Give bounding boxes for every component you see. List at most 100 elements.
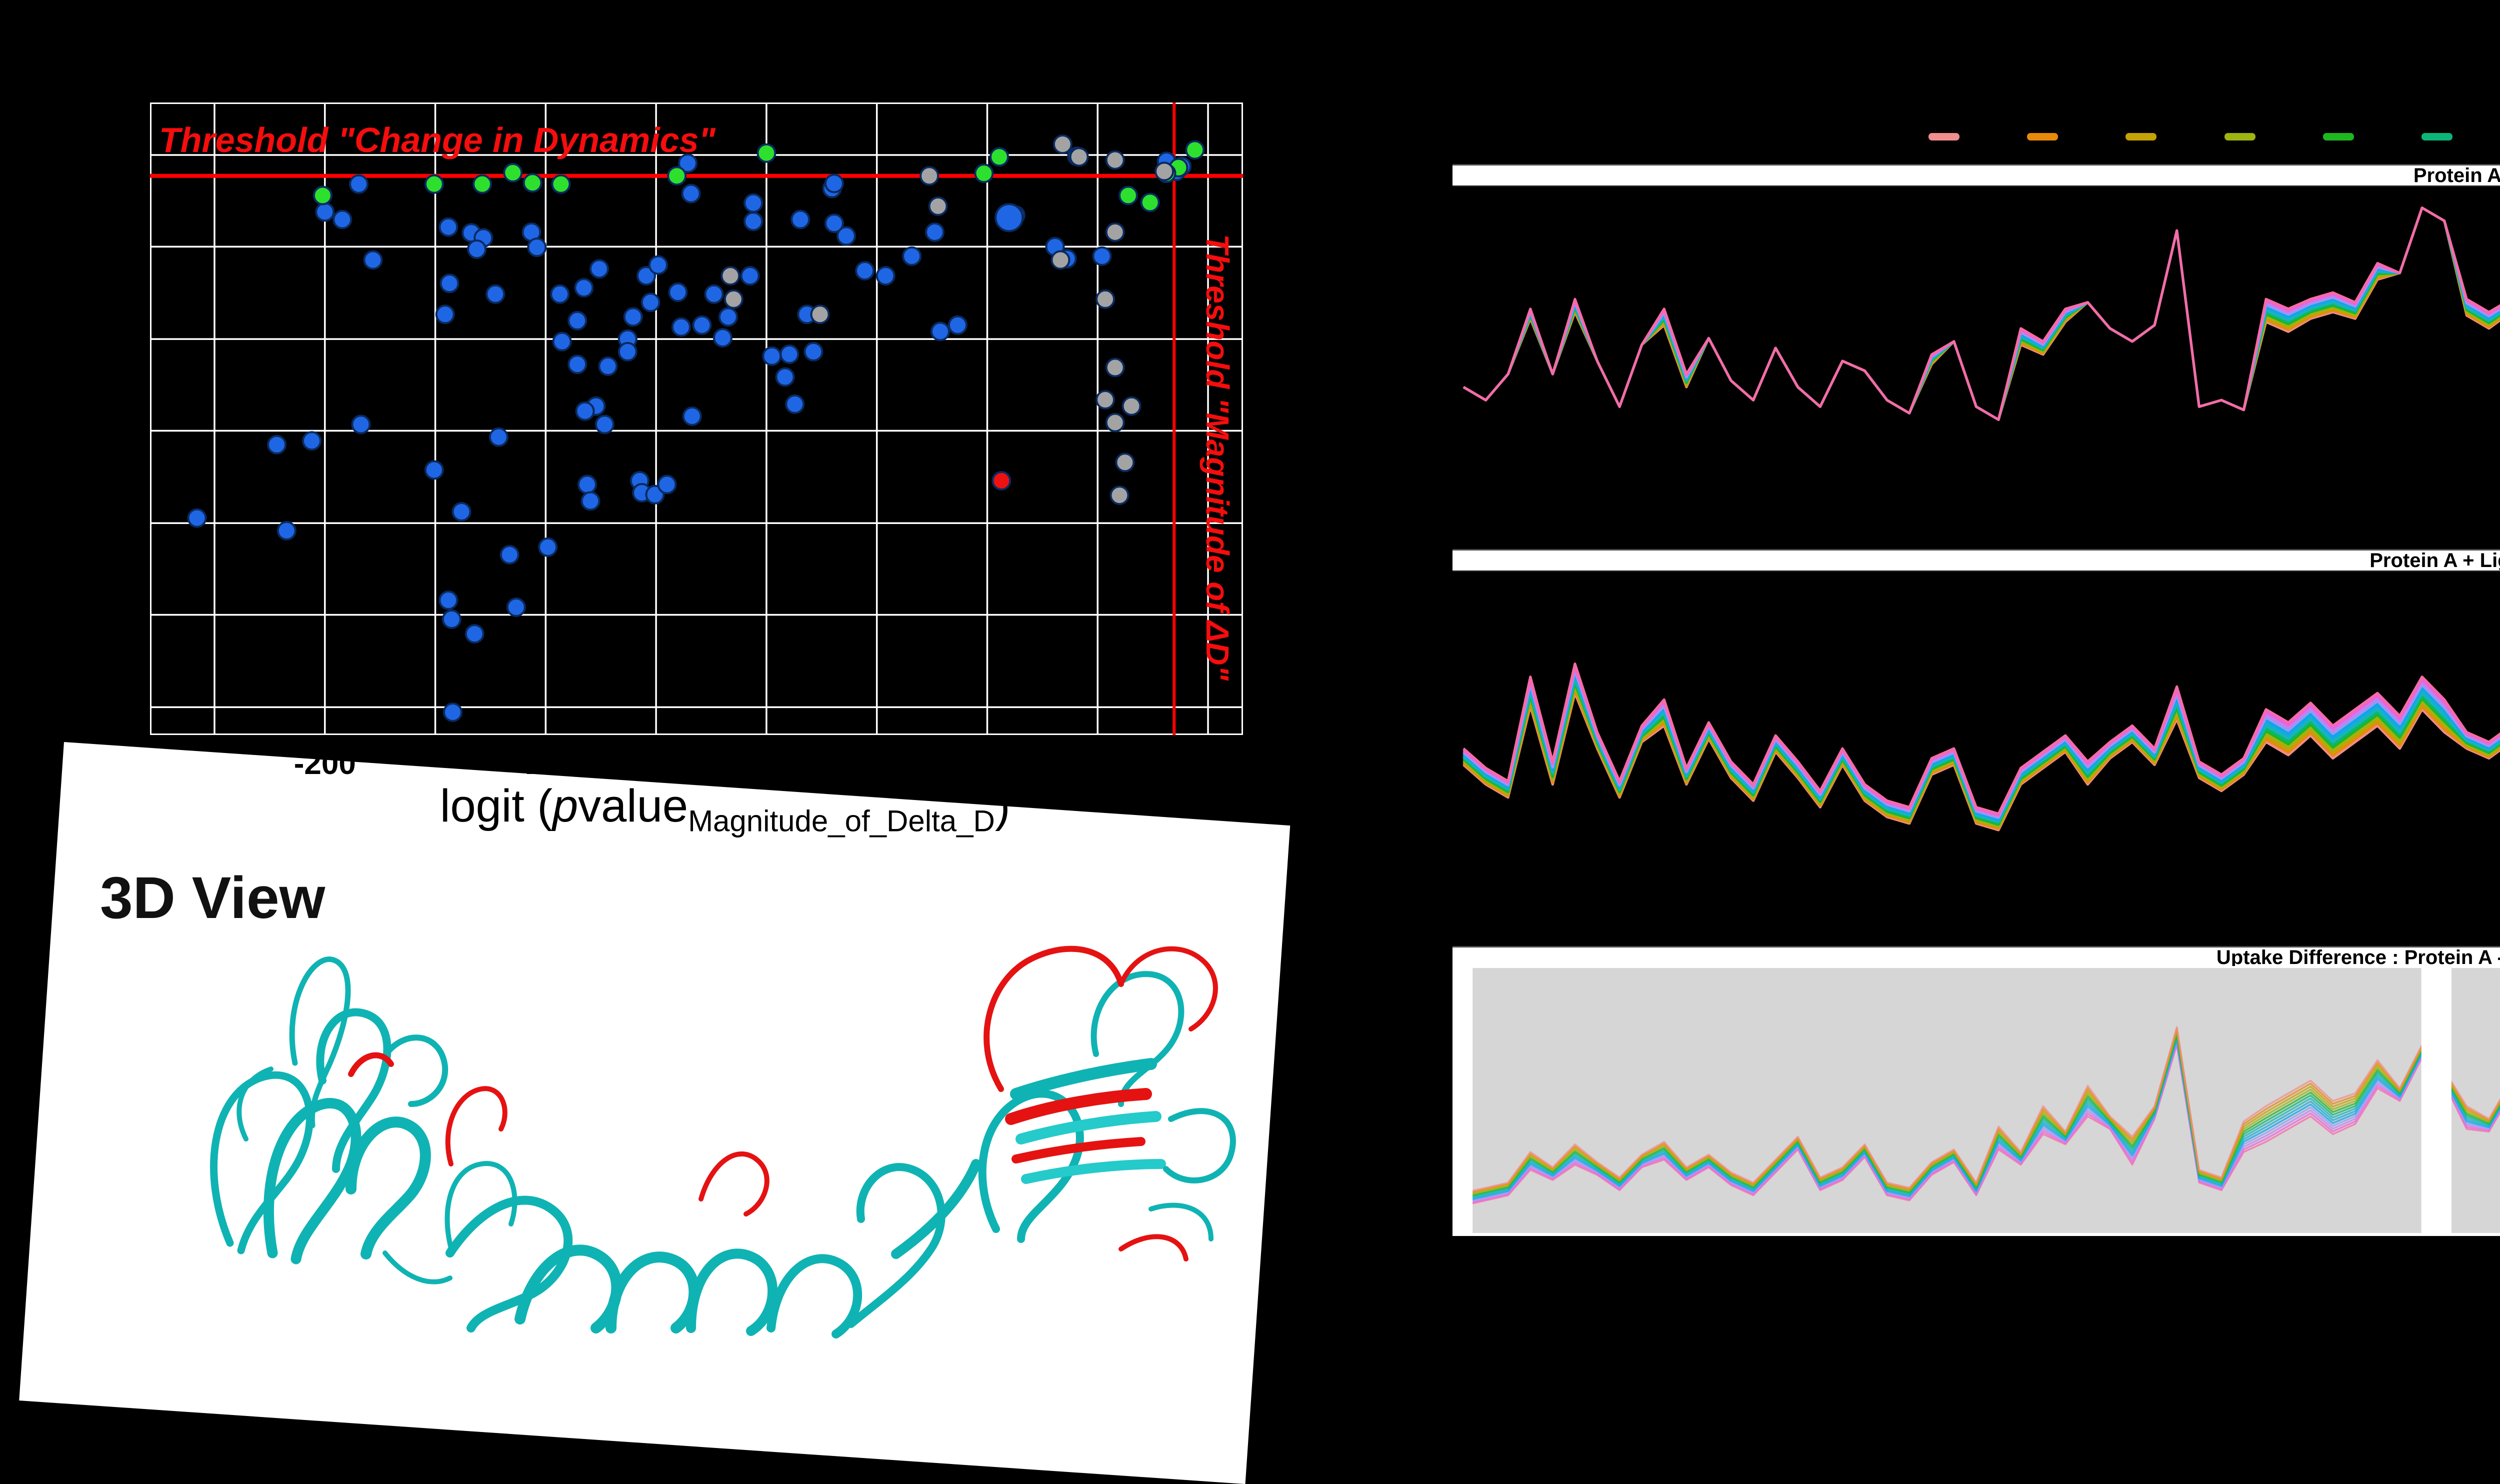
scatter-point-blue[interactable] bbox=[349, 174, 369, 194]
scatter-point-blue[interactable] bbox=[452, 502, 472, 522]
uptake-chart-protein-a[interactable] bbox=[1452, 184, 2500, 525]
scatter-point-gray[interactable] bbox=[1105, 222, 1125, 242]
scatter-point-blue[interactable] bbox=[575, 401, 595, 421]
scatter-point-blue[interactable] bbox=[678, 153, 698, 173]
scatter-point-blue[interactable] bbox=[780, 344, 800, 364]
scatter-point-blue[interactable] bbox=[682, 406, 702, 426]
volcano-plot[interactable] bbox=[150, 102, 1243, 735]
scatter-point-blue[interactable] bbox=[438, 590, 458, 610]
scatter-point-blue[interactable] bbox=[302, 431, 322, 451]
scatter-point-blue[interactable] bbox=[589, 259, 609, 279]
scatter-point-blue[interactable] bbox=[1092, 246, 1112, 266]
scatter-point-blue[interactable] bbox=[855, 260, 875, 280]
scatter-point-blue[interactable] bbox=[363, 250, 383, 270]
scatter-point-gray[interactable] bbox=[1115, 452, 1135, 472]
scatter-point-gray[interactable] bbox=[1105, 358, 1125, 378]
scatter-point-gray[interactable] bbox=[1069, 147, 1089, 167]
scatter-point-green[interactable] bbox=[1140, 192, 1160, 212]
scatter-point-gray[interactable] bbox=[1052, 134, 1072, 154]
scatter-point-green[interactable] bbox=[974, 164, 994, 184]
scatter-point-blue[interactable] bbox=[435, 304, 455, 324]
scatter-point-blue[interactable] bbox=[467, 239, 487, 259]
scatter-point-blue[interactable] bbox=[527, 238, 547, 258]
scatter-point-green[interactable] bbox=[551, 174, 571, 194]
scatter-point-blue[interactable] bbox=[744, 212, 764, 232]
scatter-point-blue[interactable] bbox=[668, 282, 688, 302]
scatter-point-blue[interactable] bbox=[876, 266, 896, 286]
scatter-point-blue[interactable] bbox=[438, 217, 458, 237]
scatter-point-blue[interactable] bbox=[486, 284, 506, 304]
scatter-point-blue[interactable] bbox=[657, 474, 677, 494]
scatter-point-green[interactable] bbox=[1185, 140, 1205, 160]
scatter-point-blue[interactable] bbox=[267, 434, 287, 454]
legend-swatch-timepoint-4[interactable] bbox=[2224, 133, 2256, 140]
scatter-point-blue[interactable] bbox=[276, 520, 296, 540]
legend-swatch-timepoint-5[interactable] bbox=[2322, 133, 2354, 140]
scatter-point-blue[interactable] bbox=[930, 322, 950, 342]
protein-structure[interactable] bbox=[170, 928, 1330, 1358]
uptake-chart-protein-a-ligand[interactable] bbox=[1452, 572, 2500, 912]
scatter-point-blue[interactable] bbox=[692, 315, 712, 335]
scatter-point-gray[interactable] bbox=[1105, 150, 1125, 170]
scatter-point-blue[interactable] bbox=[464, 624, 484, 644]
scatter-point-blue[interactable] bbox=[712, 328, 732, 348]
scatter-point-green[interactable] bbox=[667, 166, 687, 186]
scatter-point-green[interactable] bbox=[472, 174, 492, 194]
scatter-point-green[interactable] bbox=[1118, 186, 1138, 206]
scatter-point-blue[interactable] bbox=[704, 284, 724, 304]
scatter-point-gray[interactable] bbox=[1096, 289, 1116, 309]
scatter-point-green[interactable] bbox=[424, 174, 444, 194]
scatter-point-green[interactable] bbox=[990, 147, 1010, 167]
legend-swatch-timepoint-6[interactable] bbox=[2422, 133, 2452, 140]
scatter-point-blue[interactable] bbox=[824, 214, 844, 234]
scatter-point-blue[interactable] bbox=[925, 222, 945, 242]
scatter-point-blue[interactable] bbox=[618, 342, 638, 362]
scatter-point-gray[interactable] bbox=[720, 266, 740, 286]
scatter-point-blue[interactable] bbox=[187, 508, 207, 528]
scatter-point-blue[interactable] bbox=[550, 284, 570, 304]
scatter-point-blue[interactable] bbox=[744, 193, 764, 213]
scatter-point-blue[interactable] bbox=[598, 356, 618, 376]
scatter-point-blue[interactable] bbox=[640, 292, 660, 312]
scatter-point-blue[interactable] bbox=[580, 491, 600, 511]
scatter-point-blue[interactable] bbox=[442, 610, 462, 630]
scatter-point-blue[interactable] bbox=[718, 307, 738, 327]
scatter-point-gray[interactable] bbox=[1096, 390, 1116, 410]
scatter-point-blue[interactable] bbox=[836, 226, 856, 246]
scatter-point-blue[interactable] bbox=[902, 246, 922, 266]
scatter-point-green[interactable] bbox=[756, 143, 776, 163]
scatter-point-blue[interactable] bbox=[577, 474, 597, 494]
scatter-point-green[interactable] bbox=[503, 162, 523, 182]
scatter-point-blue[interactable] bbox=[671, 317, 691, 337]
legend-swatch-timepoint-1[interactable] bbox=[1928, 133, 1960, 140]
scatter-point-gray[interactable] bbox=[1050, 250, 1070, 270]
scatter-point-gray[interactable] bbox=[724, 289, 744, 309]
scatter-point-gray[interactable] bbox=[1105, 412, 1125, 432]
scatter-point-gray[interactable] bbox=[920, 166, 940, 186]
scatter-point-blue[interactable] bbox=[500, 544, 520, 564]
uptake-difference-chart[interactable] bbox=[1452, 966, 2500, 1236]
scatter-point-blue[interactable] bbox=[506, 597, 526, 617]
scatter-point-blue[interactable] bbox=[443, 702, 463, 722]
scatter-point-blue[interactable] bbox=[351, 414, 371, 434]
scatter-point-blue[interactable] bbox=[948, 315, 968, 335]
scatter-point-blue[interactable] bbox=[488, 427, 508, 447]
scatter-point-blue[interactable] bbox=[775, 367, 795, 387]
scatter-point-gray[interactable] bbox=[928, 196, 948, 216]
scatter-point-blue[interactable] bbox=[332, 210, 352, 230]
scatter-point-blue[interactable] bbox=[568, 310, 588, 330]
scatter-point-gray[interactable] bbox=[1110, 486, 1130, 506]
scatter-point-blue[interactable] bbox=[785, 394, 805, 414]
scatter-point-green[interactable] bbox=[312, 186, 332, 206]
scatter-point-blue[interactable] bbox=[681, 184, 701, 204]
scatter-point-blue[interactable] bbox=[648, 255, 668, 275]
scatter-point-blue[interactable] bbox=[636, 266, 656, 286]
scatter-point-blue[interactable] bbox=[574, 278, 594, 298]
legend-swatch-timepoint-3[interactable] bbox=[2126, 133, 2157, 140]
scatter-point-blue[interactable] bbox=[824, 174, 844, 194]
scatter-point-blue[interactable] bbox=[440, 274, 460, 294]
scatter-point-blue[interactable] bbox=[790, 210, 810, 230]
scatter-point-gray[interactable] bbox=[1122, 396, 1142, 416]
scatter-point-gray[interactable] bbox=[1154, 162, 1174, 182]
scatter-point-blue[interactable] bbox=[538, 537, 558, 557]
